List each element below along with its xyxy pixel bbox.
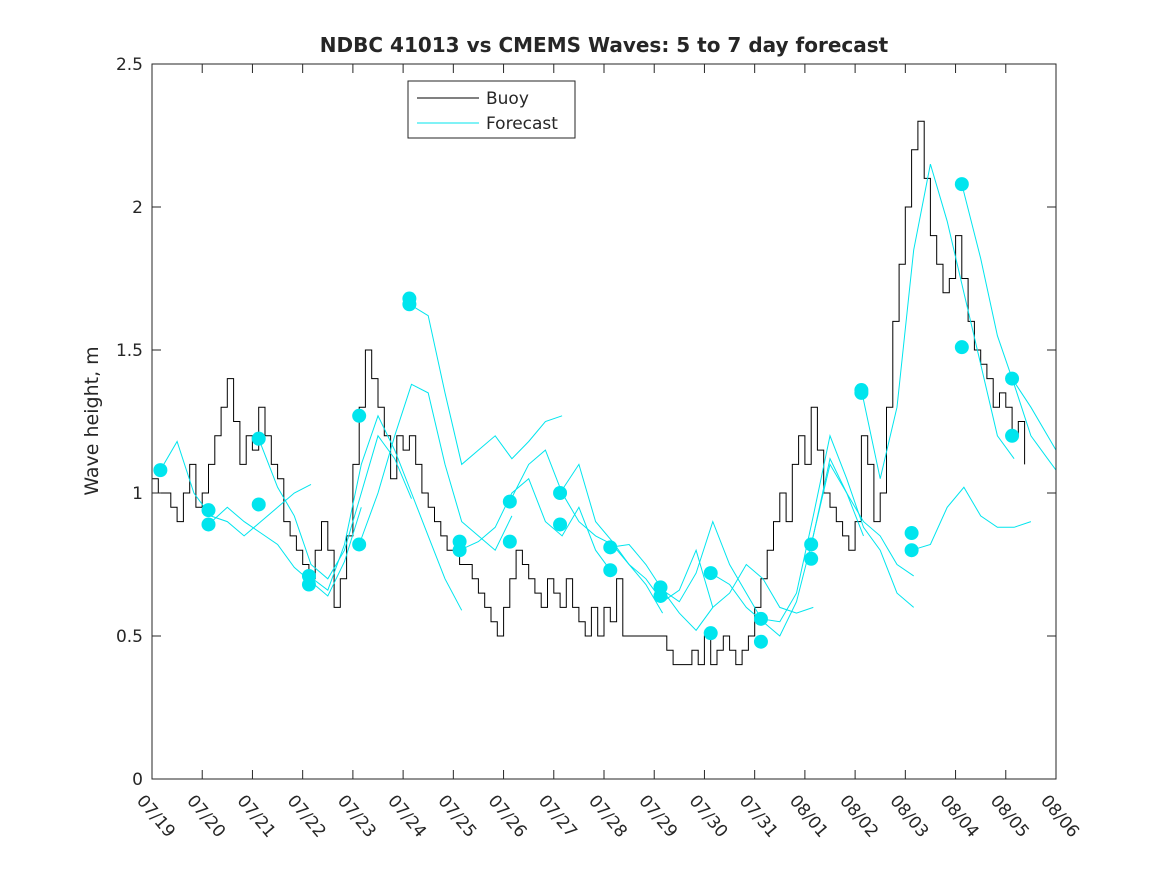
series-line-forecast	[559, 463, 714, 608]
series-line-forecast	[358, 383, 513, 551]
series-line-forecast	[258, 434, 412, 580]
series-line-forecast	[760, 434, 915, 623]
y-tick-label: 2.5	[116, 55, 143, 75]
forecast-start-marker	[352, 408, 367, 423]
series-line-forecast	[660, 563, 814, 632]
series-line-forecast	[710, 457, 864, 637]
series-line-forecast	[810, 463, 914, 577]
forecast-start-marker	[201, 517, 216, 532]
series-line-forecast	[159, 440, 312, 537]
series-line-forecast	[208, 506, 362, 597]
series-line-forecast	[308, 414, 463, 611]
y-axis-label: Wave height, m	[81, 346, 103, 495]
legend-box	[407, 80, 576, 139]
series-line-forecast	[409, 303, 563, 466]
marker-layer	[153, 177, 1020, 649]
forecast-start-marker	[402, 297, 417, 312]
forecast-start-marker	[251, 431, 266, 446]
y-tick-label: 0.5	[116, 627, 143, 647]
forecast-start-marker	[854, 385, 869, 400]
forecast-start-marker	[753, 634, 768, 649]
y-tick-label: 1.5	[116, 341, 143, 361]
forecast-start-marker	[452, 543, 467, 558]
forecast-start-marker	[553, 517, 568, 532]
forecast-start-marker	[804, 537, 819, 552]
forecast-start-marker	[603, 563, 618, 578]
forecast-start-marker	[753, 611, 768, 626]
series-line-forecast	[509, 449, 664, 614]
forecast-start-marker	[904, 526, 919, 541]
chart-title: NDBC 41013 vs CMEMS Waves: 5 to 7 day fo…	[320, 33, 889, 57]
forecast-start-marker	[703, 626, 718, 641]
forecast-start-marker	[301, 577, 316, 592]
forecast-start-marker	[251, 497, 266, 512]
y-tick-label: 0	[132, 770, 143, 790]
legend: Buoy Forecast	[407, 80, 576, 139]
forecast-start-marker	[201, 503, 216, 518]
forecast-start-marker	[352, 537, 367, 552]
forecast-start-marker	[703, 566, 718, 581]
forecast-start-marker	[1005, 428, 1020, 443]
forecast-start-marker	[153, 463, 168, 478]
forecast-start-marker	[954, 340, 969, 355]
y-tick-label: 1	[132, 484, 143, 504]
y-axis: 0 0.5 1 1.5 2 2.5	[116, 55, 1056, 790]
series-line-forecast	[860, 163, 1015, 479]
forecast-start-marker	[1005, 371, 1020, 386]
y-tick-label: 2	[132, 198, 143, 218]
forecast-start-marker	[603, 540, 618, 555]
legend-label-buoy: Buoy	[486, 89, 529, 109]
forecast-start-marker	[904, 543, 919, 558]
forecast-start-marker	[804, 551, 819, 566]
forecast-start-marker	[653, 588, 668, 603]
series-line-forecast	[911, 486, 1032, 551]
forecast-start-marker	[502, 534, 517, 549]
series-line-forecast	[1011, 378, 1056, 451]
forecast-start-marker	[954, 177, 969, 192]
forecast-start-marker	[553, 486, 568, 500]
forecast-start-marker	[502, 494, 517, 509]
legend-label-forecast: Forecast	[486, 114, 558, 134]
